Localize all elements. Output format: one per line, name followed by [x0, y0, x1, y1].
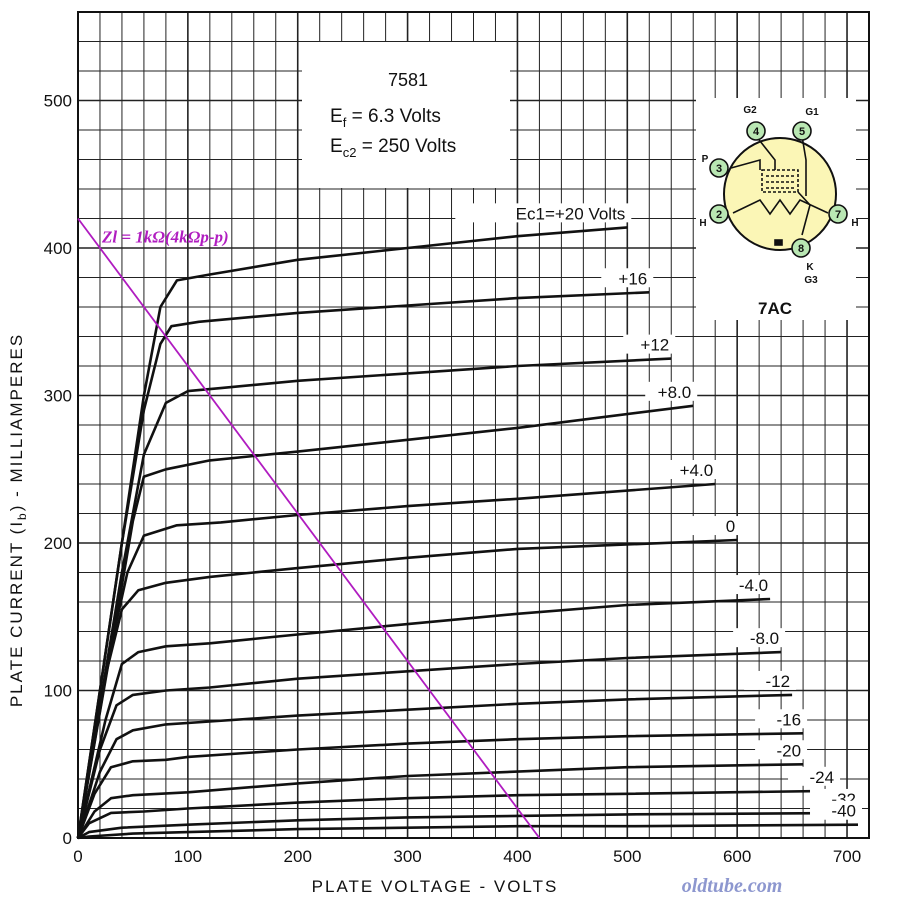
y-tick-label: 500 [44, 92, 72, 111]
curve-label-background [810, 800, 863, 820]
plate-curve-series [76, 789, 837, 839]
socket-pin [828, 204, 848, 224]
plate-curve-series [77, 811, 859, 840]
x-tick-label: 200 [284, 847, 312, 866]
socket-pin [791, 238, 811, 258]
socket-pin-label: G3 [804, 275, 818, 286]
curve-label-background [455, 203, 632, 223]
tube-info-box: 7581 Ef = 6.3 Volts Ec2 = 250 Volts [302, 42, 510, 188]
socket-pin-number: 2 [716, 209, 722, 221]
plate-curve-series [76, 693, 793, 839]
load-line-path [77, 217, 541, 839]
socket-pin-label: K [806, 262, 814, 273]
socket-pin-number: 5 [799, 126, 805, 138]
plate-curves [76, 226, 859, 840]
y-tick-label: 100 [44, 682, 72, 701]
plate-curve-series [76, 763, 804, 839]
socket-pin [709, 158, 729, 178]
tube-type: 7581 [388, 70, 428, 90]
watermark: oldtube.com [682, 875, 783, 897]
socket-pin-number: 3 [716, 163, 722, 175]
socket-pin [792, 121, 812, 141]
screen-voltage: Ec2 = 250 Volts [330, 136, 456, 160]
curve-label-background [733, 628, 786, 648]
y-tick-label: 200 [44, 534, 72, 553]
plate-curve-series [76, 357, 672, 839]
socket-pin-label: H [851, 218, 858, 229]
socket-pin-label: G2 [743, 105, 757, 116]
x-tick-label: 700 [833, 847, 861, 866]
curve-label: -4.0 [739, 576, 768, 595]
socket-pin-number: 7 [835, 209, 841, 221]
x-tick-label: 0 [73, 847, 82, 866]
x-tick-label: 300 [393, 847, 421, 866]
plate-curve-series [76, 291, 650, 839]
plate-curve-series [76, 538, 738, 839]
curve-label: -12 [766, 672, 791, 691]
load-line: Zl = 1kΩ(4kΩp-p) [77, 217, 541, 839]
curve-label-background [788, 766, 841, 786]
curve-label-background [755, 709, 808, 729]
plate-curve-series [76, 597, 771, 839]
load-line-label: Zl = 1kΩ(4kΩp-p) [101, 228, 229, 247]
curve-label: -16 [777, 710, 802, 729]
plot-frame [77, 11, 870, 839]
y-tick-label: 400 [44, 239, 72, 258]
plate-curve-series [76, 650, 782, 839]
socket-pin-number: 4 [753, 126, 760, 138]
curve-label: +12 [640, 336, 669, 355]
socket-pin-label: G1 [805, 107, 819, 118]
curve-label-background [645, 381, 698, 401]
plate-curve-series [77, 823, 859, 840]
curve-label-background [623, 334, 676, 354]
y-tick-label: 0 [63, 829, 72, 848]
curve-label-background [722, 575, 775, 595]
curve-label-background [667, 460, 720, 479]
curve-label: -24 [809, 768, 834, 787]
x-tick-label: 500 [613, 847, 641, 866]
curve-label-background [755, 740, 808, 760]
curve-label: +16 [618, 269, 647, 288]
x-tick-label: 100 [174, 847, 202, 866]
y-tick-label: 300 [44, 387, 72, 406]
x-tick-label: 600 [723, 847, 751, 866]
socket-pin-number: 8 [798, 243, 804, 255]
curve-label-background [744, 670, 797, 690]
curve-label: Ec1=+20 Volts [516, 204, 626, 223]
bulb-outline [723, 137, 837, 251]
curve-label-background [601, 268, 654, 288]
curve-label: -20 [777, 741, 802, 760]
heater-voltage: Ef = 6.3 Volts [330, 106, 441, 130]
electrode-structure-icon [730, 135, 829, 246]
plate-curve-series [76, 482, 716, 839]
socket-pin [746, 121, 766, 141]
axis-ticks: 0 100 200 300 400 500 600 700 0 100 200 300 400 500 [44, 92, 862, 867]
curve-label: 0 [726, 517, 735, 536]
curve-label: -40 [831, 802, 856, 821]
plate-curve-series [76, 404, 694, 839]
curve-label: +4.0 [680, 461, 714, 480]
curve-label-background [689, 516, 742, 536]
curve-labels: Ec1=+20 Volts +16 +12 +8.0 +4.0 0 -4.0 -8.0 -12 -… [455, 203, 863, 821]
curve-label: +8.0 [658, 383, 692, 402]
socket-pin-label: P [702, 154, 709, 165]
curve-label: -8.0 [750, 629, 779, 648]
socket-pin [709, 204, 729, 224]
socket-basing-code: 7AC [758, 299, 792, 318]
y-axis-title: PLATE CURRENT (Ib) - MILLIAMPERES [7, 333, 29, 707]
socket-pin-label: H [699, 218, 706, 229]
x-tick-label: 400 [503, 847, 531, 866]
x-axis-title: PLATE VOLTAGE - VOLTS [312, 877, 559, 896]
plate-curve-series [76, 732, 804, 839]
